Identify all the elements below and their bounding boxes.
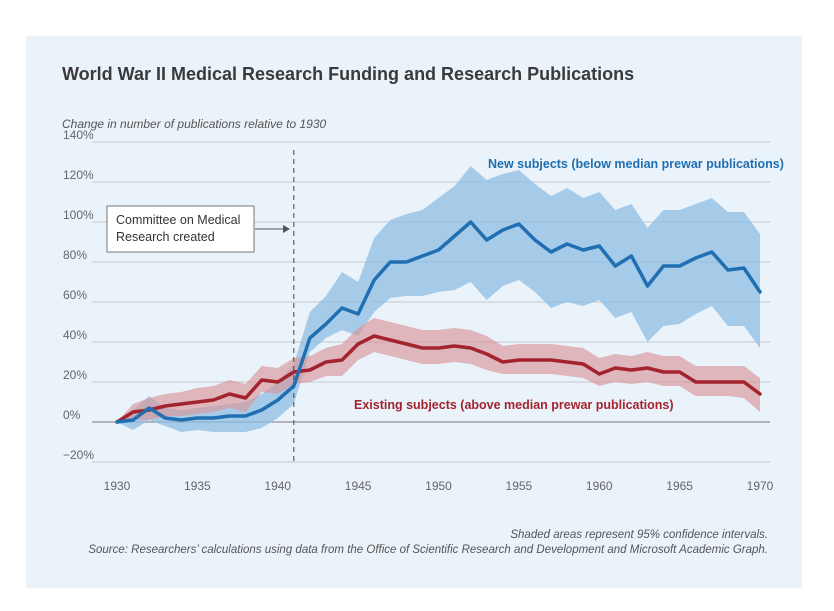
series-label-existing: Existing subjects (above median prewar p… — [354, 398, 674, 412]
y-tick-label: 120% — [63, 168, 94, 182]
annotation-text: Research created — [116, 230, 215, 244]
x-tick-label: 1950 — [425, 479, 452, 493]
y-tick-label: 0% — [63, 408, 81, 422]
x-tick-label: 1945 — [345, 479, 372, 493]
series-labels: New subjects (below median prewar public… — [354, 157, 784, 412]
y-tick-label: 100% — [63, 208, 94, 222]
x-tick-label: 1935 — [184, 479, 211, 493]
y-tick-label: 60% — [63, 288, 87, 302]
y-tick-label: 80% — [63, 248, 87, 262]
x-tick-label: 1955 — [506, 479, 533, 493]
event-line-group: Committee on Medical Research created — [106, 150, 295, 462]
annotation-box — [106, 205, 255, 253]
y-tick-label: 140% — [63, 128, 94, 142]
annotation-text: Committee on Medical — [116, 213, 240, 227]
y-tick-labels: −20% 0% 20% 40% 60% 80% 100% 120% 140% — [63, 128, 94, 462]
series-line-existing — [115, 334, 762, 424]
x-tick-label: 1970 — [747, 479, 774, 493]
confidence-band-new — [117, 166, 760, 432]
chart-title: World War II Medical Research Funding an… — [62, 64, 635, 84]
y-tick-label: −20% — [63, 448, 94, 462]
annotation-arrowhead — [283, 225, 290, 233]
x-tick-labels: 1930 1935 1940 1945 1950 1955 1960 1965 1970 — [104, 479, 774, 493]
source-note: Source: Researchers’ calculations using … — [88, 544, 768, 556]
y-tick-label: 40% — [63, 328, 87, 342]
x-tick-label: 1965 — [666, 479, 693, 493]
chart-notes: Shaded areas represent 95% confidence in… — [88, 528, 768, 558]
series-line-new — [115, 220, 762, 424]
x-tick-label: 1940 — [264, 479, 291, 493]
series-lines — [115, 220, 762, 424]
x-tick-label: 1930 — [104, 479, 131, 493]
ci-note: Shaded areas represent 95% confidence in… — [510, 529, 768, 541]
series-label-new: New subjects (below median prewar public… — [488, 157, 784, 171]
y-axis-label: Change in number of publications relativ… — [62, 117, 327, 131]
y-tick-label: 20% — [63, 368, 87, 382]
x-tick-label: 1960 — [586, 479, 613, 493]
